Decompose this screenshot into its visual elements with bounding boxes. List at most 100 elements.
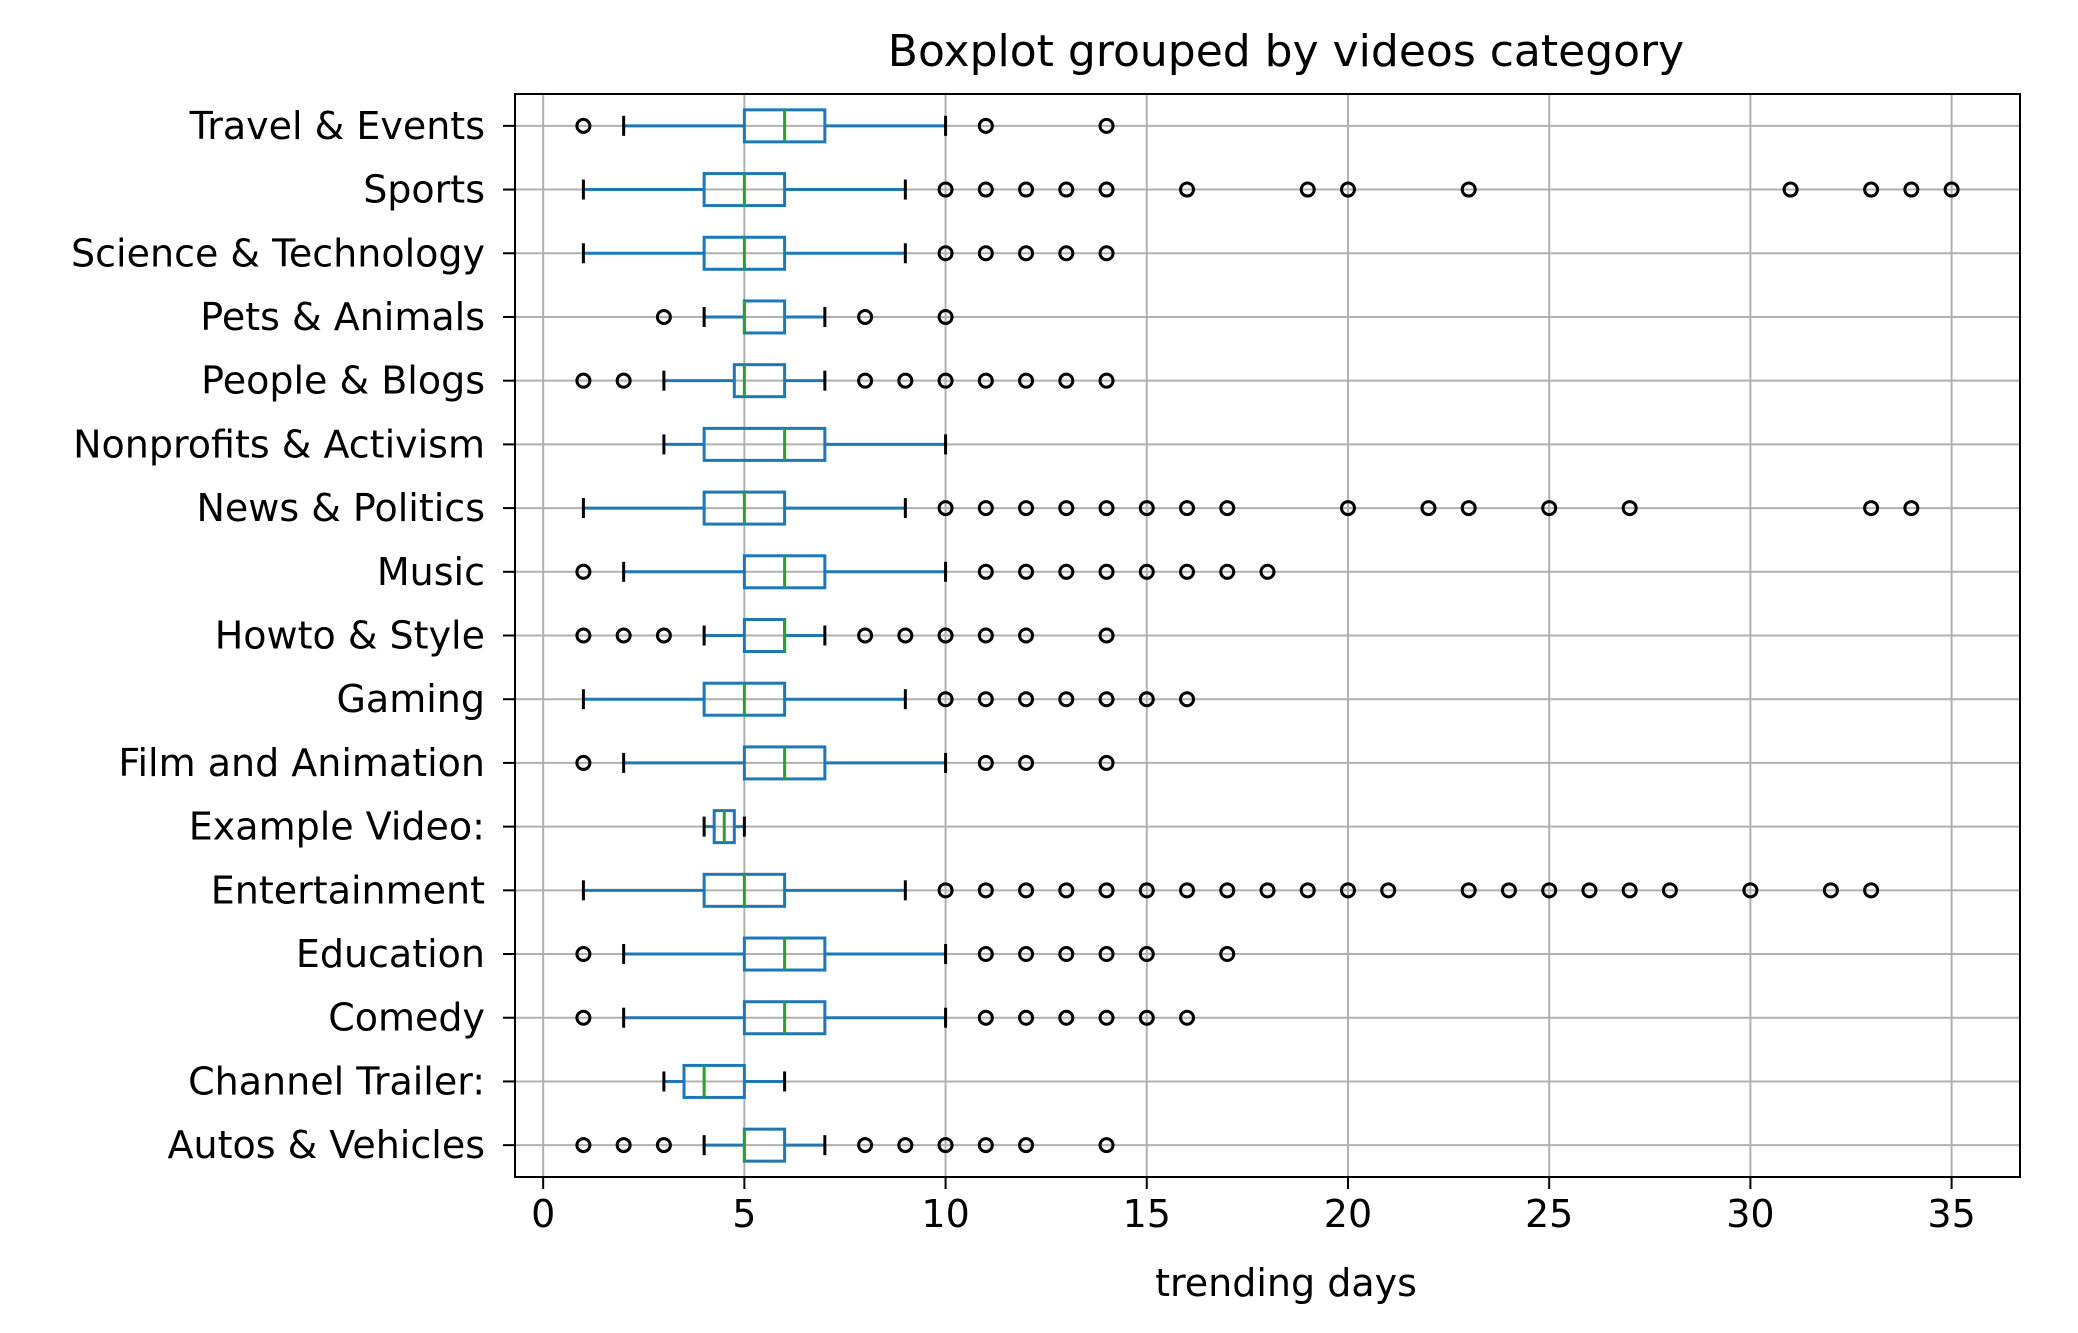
category-label: Education: [296, 932, 485, 976]
outlier-point: [1903, 500, 1920, 517]
outlier-point: [857, 372, 874, 389]
outlier-point: [977, 245, 994, 262]
outlier-point: [615, 1137, 632, 1154]
outlier-point: [977, 181, 994, 198]
outlier-point: [1943, 181, 1960, 198]
box-group: [581, 681, 1196, 717]
outlier-point: [575, 117, 592, 134]
outlier-point: [1138, 882, 1155, 899]
category-label: People & Blogs: [201, 359, 485, 403]
x-axis-label: trending days: [1155, 1261, 1417, 1305]
outlier-point: [1903, 181, 1920, 198]
outlier-point: [1058, 500, 1075, 517]
outlier-point: [1138, 563, 1155, 580]
category-label: Howto & Style: [215, 614, 485, 658]
box-group: [575, 108, 1115, 144]
outlier-point: [1259, 882, 1276, 899]
outlier-point: [937, 181, 954, 198]
outlier-point: [1098, 1009, 1115, 1026]
outlier-point: [977, 882, 994, 899]
outlier-point: [1018, 627, 1035, 644]
outlier-point: [1138, 500, 1155, 517]
outlier-point: [1541, 500, 1558, 517]
outlier-point: [1058, 181, 1075, 198]
outlier-point: [575, 1009, 592, 1026]
outlier-point: [1339, 500, 1356, 517]
outlier-point: [1179, 500, 1196, 517]
outlier-point: [937, 1137, 954, 1154]
x-tick-label: 5: [732, 1192, 756, 1236]
outlier-point: [937, 882, 954, 899]
outlier-point: [897, 627, 914, 644]
box: [682, 1063, 746, 1099]
category-label: Science & Technology: [71, 231, 485, 275]
outlier-point: [1098, 882, 1115, 899]
box-group: [575, 554, 1276, 590]
box-group: [581, 235, 1115, 271]
outlier-point: [1058, 882, 1075, 899]
outlier-point: [1621, 882, 1638, 899]
x-tick-label: 0: [531, 1192, 555, 1236]
box-group: [575, 618, 1115, 653]
category-label: Comedy: [328, 996, 485, 1040]
outlier-point: [1179, 563, 1196, 580]
outlier-point: [1742, 882, 1759, 899]
outlier-point: [1219, 563, 1236, 580]
tick-layer: 0 5 10 15 20 25 30 35 Autos & Vehicles Channel Tr…: [71, 104, 1976, 1236]
outlier-point: [1460, 500, 1477, 517]
outlier-point: [1018, 181, 1035, 198]
category-label: Nonprofits & Activism: [73, 422, 485, 466]
outlier-point: [1500, 882, 1517, 899]
outlier-point: [1460, 181, 1477, 198]
outlier-point: [575, 754, 592, 771]
outlier-point: [977, 117, 994, 134]
outlier-point: [1098, 181, 1115, 198]
outlier-point: [1219, 882, 1236, 899]
category-label: Pets & Animals: [200, 295, 485, 339]
outlier-point: [897, 1137, 914, 1154]
category-label: Entertainment: [211, 868, 485, 912]
outlier-point: [575, 563, 592, 580]
x-tick-label: 10: [921, 1192, 969, 1236]
outlier-point: [1098, 691, 1115, 708]
outlier-point: [575, 1137, 592, 1154]
outlier-point: [575, 627, 592, 644]
outlier-point: [1018, 1009, 1035, 1026]
outlier-point: [1863, 500, 1880, 517]
outlier-point: [977, 1137, 994, 1154]
outlier-point: [1058, 691, 1075, 708]
box-group: [702, 809, 746, 845]
outlier-point: [655, 627, 672, 644]
outlier-point: [655, 308, 672, 325]
box-group: [575, 1127, 1115, 1163]
outlier-point: [937, 691, 954, 708]
outlier-point: [1822, 882, 1839, 899]
outlier-point: [1098, 245, 1115, 262]
outlier-point: [575, 372, 592, 389]
outlier-point: [1058, 563, 1075, 580]
box: [732, 363, 787, 399]
outlier-point: [1380, 882, 1397, 899]
outlier-point: [1259, 563, 1276, 580]
outlier-point: [937, 500, 954, 517]
category-label: Music: [377, 550, 485, 594]
box-group: [575, 363, 1115, 399]
outlier-point: [1299, 882, 1316, 899]
x-tick-label: 30: [1726, 1192, 1774, 1236]
outlier-point: [1219, 946, 1236, 963]
outlier-point: [857, 1137, 874, 1154]
outlier-point: [1339, 882, 1356, 899]
outlier-point: [1541, 882, 1558, 899]
category-label: News & Politics: [196, 486, 485, 530]
outlier-point: [1138, 1009, 1155, 1026]
outlier-point: [937, 308, 954, 325]
outlier-point: [1782, 181, 1799, 198]
outlier-point: [1863, 882, 1880, 899]
outlier-point: [977, 372, 994, 389]
outlier-point: [1299, 181, 1316, 198]
outlier-point: [1018, 882, 1035, 899]
outlier-point: [1058, 245, 1075, 262]
x-tick-label: 25: [1525, 1192, 1573, 1236]
